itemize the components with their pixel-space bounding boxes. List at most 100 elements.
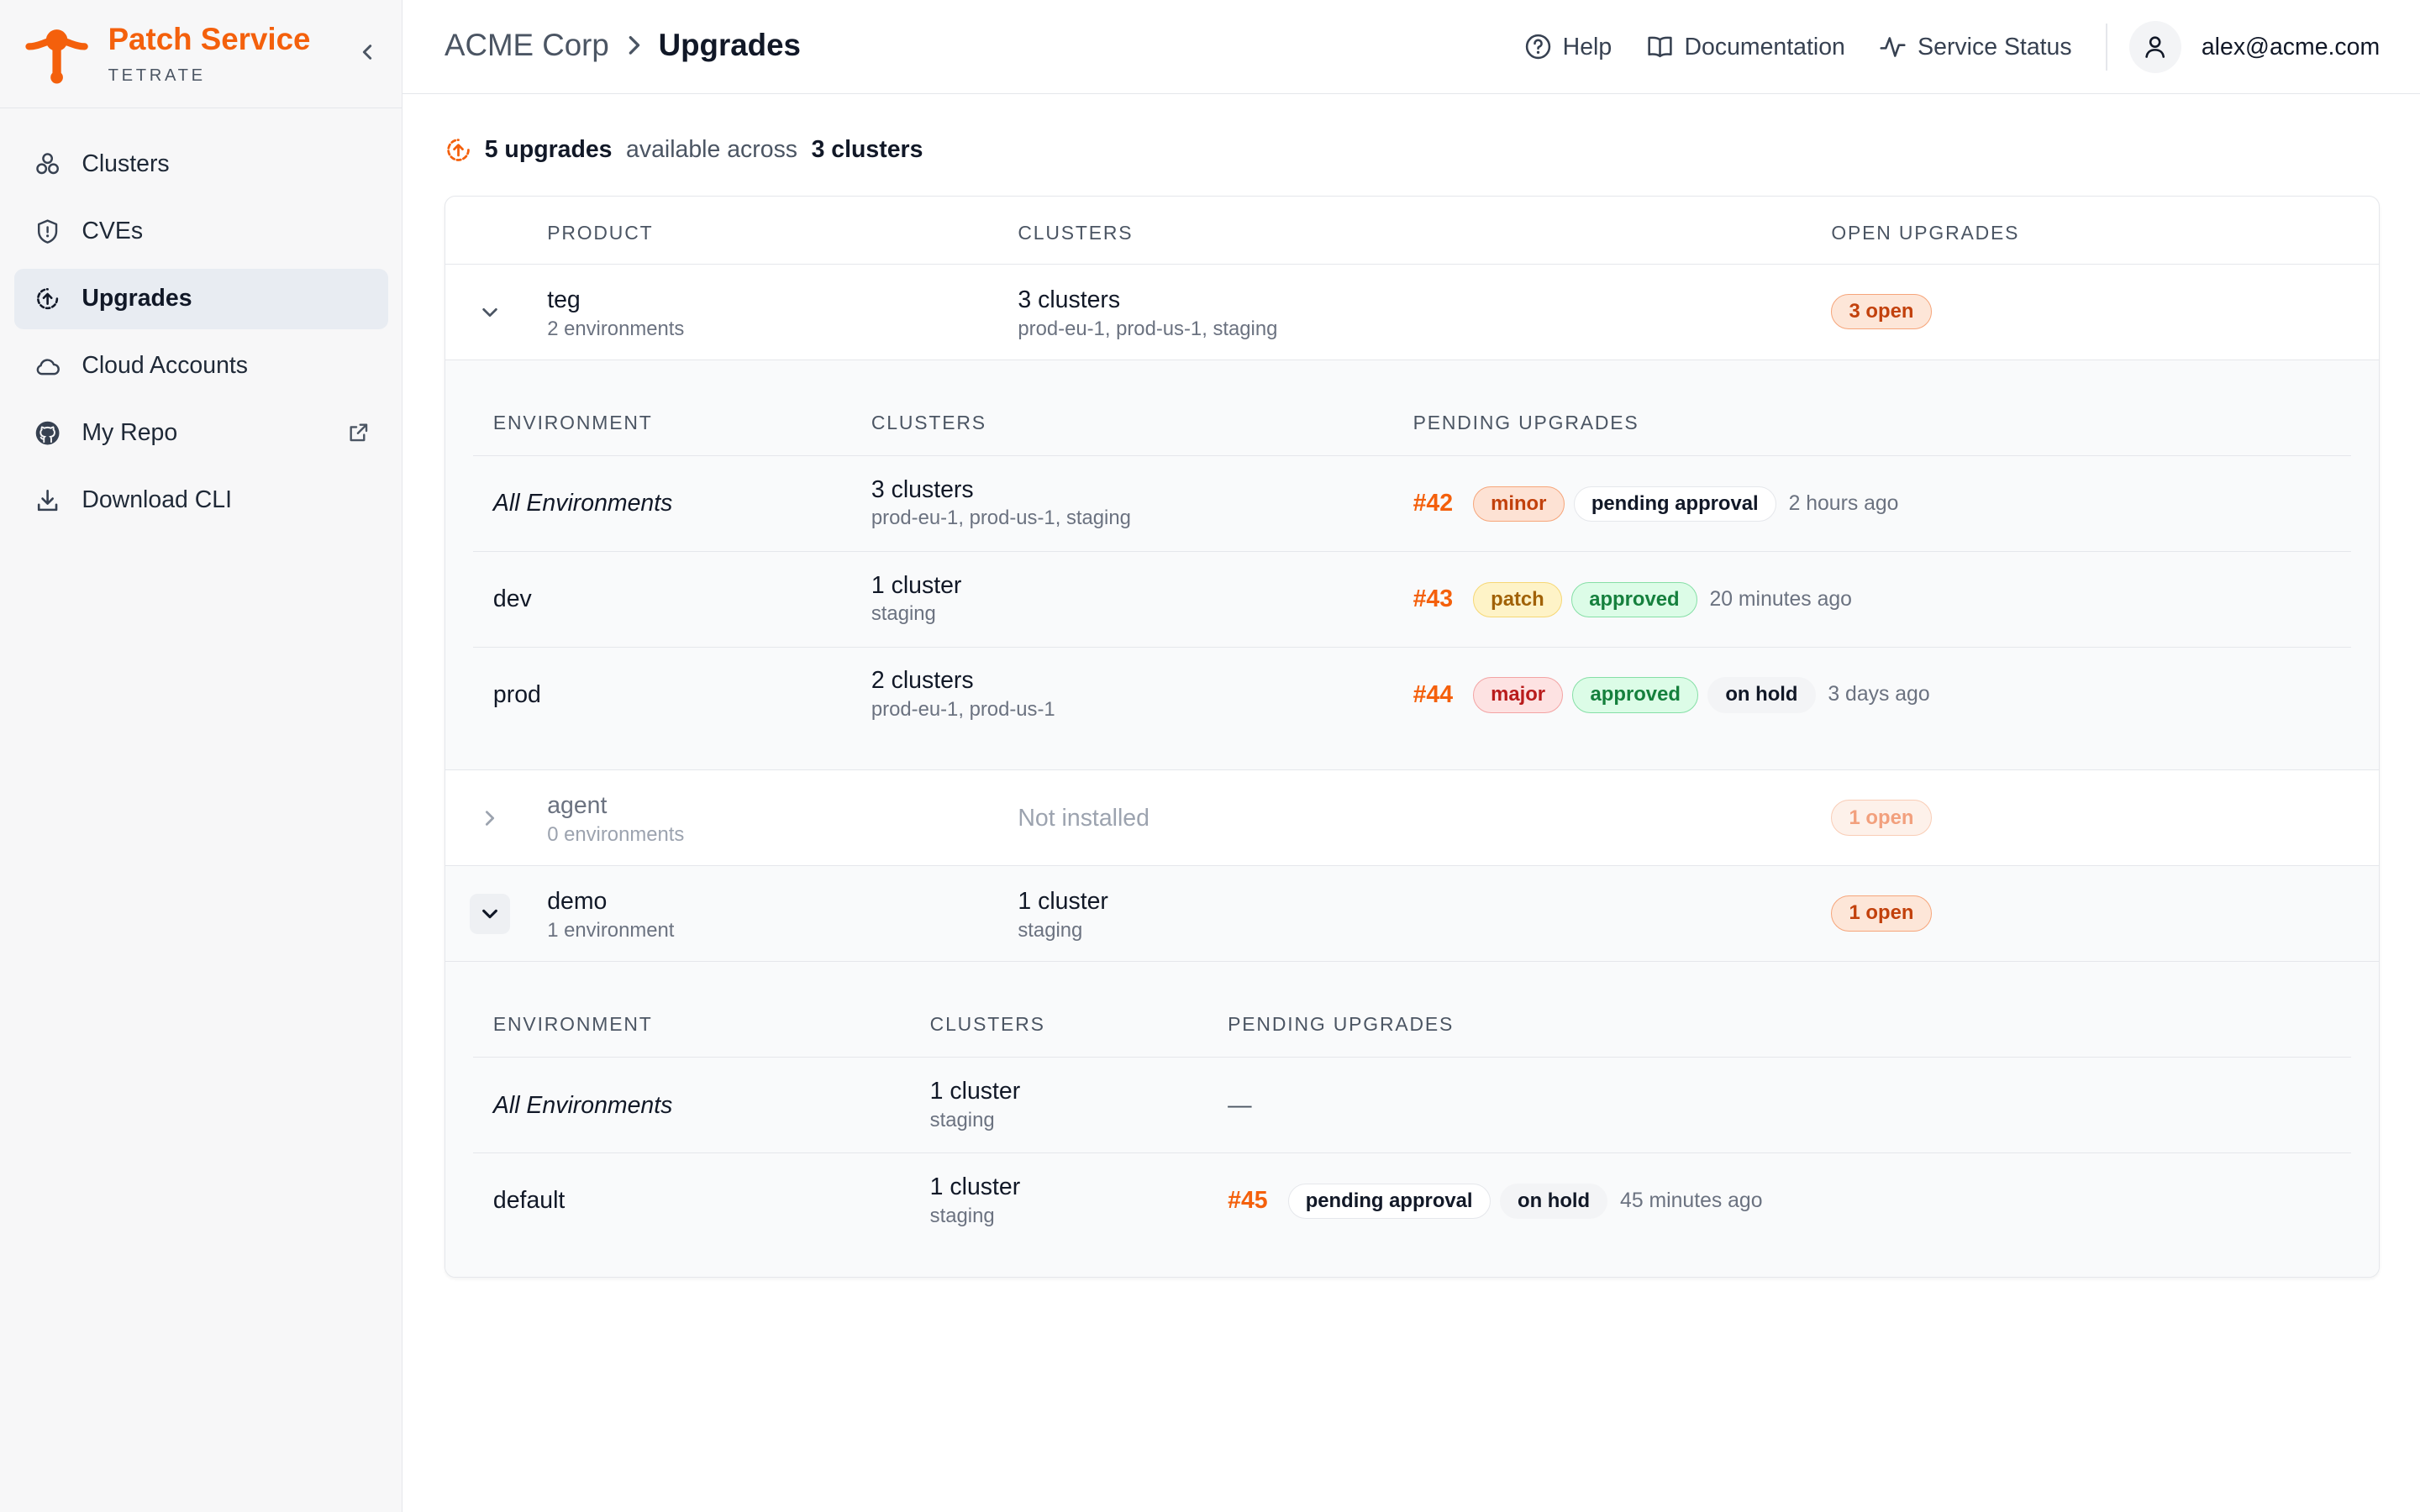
timestamp: 20 minutes ago — [1709, 587, 1852, 611]
service-status-label: Service Status — [1918, 33, 2072, 60]
environments-header: ENVIRONMENT CLUSTERS PENDING UPGRADES — [473, 962, 2352, 1058]
not-installed-label: Not installed — [1018, 804, 1150, 832]
environment-name: All Environments — [492, 1091, 673, 1119]
product-row-teg[interactable]: teg 2 environments 3 clusters prod-eu-1,… — [445, 265, 2380, 360]
upgrade-number-link[interactable]: #42 — [1413, 490, 1454, 517]
environment-row[interactable]: dev 1 cluster staging #43 patch approved… — [473, 552, 2352, 648]
environment-clusters: 3 clusters — [871, 475, 974, 503]
column-header-pending-upgrades: PENDING UPGRADES — [1228, 1012, 1455, 1035]
header-links: Help Documentation Service Status alex@a… — [1490, 0, 2380, 94]
status-badge: approved — [1572, 677, 1699, 713]
sidebar: Patch Service TETRATE Clusters CVEs Upgr… — [0, 0, 403, 1512]
upgrade-icon — [34, 285, 61, 312]
documentation-label: Documentation — [1684, 33, 1845, 60]
hold-badge: on hold — [1707, 677, 1816, 713]
environment-name: All Environments — [492, 490, 673, 517]
hold-badge: on hold — [1499, 1183, 1608, 1220]
environment-row[interactable]: default 1 cluster staging #45 pending ap… — [473, 1153, 2351, 1249]
column-header-environment: ENVIRONMENT — [492, 1012, 653, 1035]
clusters-icon — [34, 150, 61, 178]
upgrade-number-link[interactable]: #45 — [1228, 1187, 1268, 1215]
pending-upgrades: #43 patch approved 20 minutes ago — [1413, 581, 1852, 618]
environment-cluster-list: staging — [929, 1108, 995, 1131]
product-name: agent — [547, 792, 608, 820]
page-title: Upgrades — [658, 28, 801, 63]
environment-cluster-list: staging — [871, 602, 936, 626]
sidebar-item-label: Upgrades — [82, 285, 192, 312]
column-header-environment: ENVIRONMENT — [492, 411, 653, 433]
open-upgrades-badge: 1 open — [1831, 800, 1932, 836]
product-environments: 1 environment — [547, 918, 675, 942]
user-icon — [2145, 36, 2165, 59]
column-header-open-upgrades: OPEN UPGRADES — [1831, 221, 2020, 244]
environment-cluster-list: prod-eu-1, prod-us-1, staging — [871, 507, 1131, 530]
help-link[interactable]: Help — [1524, 33, 1612, 60]
sidebar-item-label: Cloud Accounts — [82, 352, 249, 380]
column-header-pending-upgrades: PENDING UPGRADES — [1413, 411, 1639, 433]
avatar[interactable] — [2128, 20, 2181, 74]
status-badge: pending approval — [1573, 486, 1776, 522]
product-row-agent[interactable]: agent 0 environments Not installed 1 ope… — [445, 771, 2380, 867]
help-label: Help — [1562, 33, 1612, 60]
external-link-icon — [350, 423, 368, 442]
sidebar-item-my-repo[interactable]: My Repo — [14, 403, 388, 464]
sidebar-item-clusters[interactable]: Clusters — [14, 134, 388, 195]
cloud-icon — [34, 352, 61, 380]
github-icon — [34, 419, 61, 447]
product-environments: 2 environments — [547, 317, 685, 340]
brand-title: Patch Service — [108, 21, 311, 56]
column-header-clusters: CLUSTERS — [871, 411, 986, 433]
environment-clusters: 2 clusters — [871, 667, 974, 695]
product-name: teg — [547, 286, 581, 313]
environment-name: dev — [492, 585, 532, 613]
upgrade-number-link[interactable]: #43 — [1413, 585, 1454, 613]
column-header-clusters: CLUSTERS — [1018, 221, 1134, 244]
pending-upgrades: #44 major approved on hold 3 days ago — [1413, 676, 1930, 713]
shield-icon — [34, 218, 61, 245]
clusters-count: 3 clusters — [811, 135, 923, 163]
activity-icon — [1880, 37, 1906, 58]
expand-toggle-button[interactable] — [470, 799, 510, 839]
product-row-demo[interactable]: demo 1 environment 1 cluster staging 1 o… — [445, 866, 2380, 963]
sidebar-item-cves[interactable]: CVEs — [14, 202, 388, 262]
product-clusters: 1 cluster — [1018, 888, 1108, 916]
environment-clusters: 1 cluster — [929, 1173, 1021, 1200]
sidebar-item-label: Clusters — [82, 150, 170, 178]
timestamp: 2 hours ago — [1788, 491, 1899, 515]
documentation-link[interactable]: Documentation — [1646, 33, 1845, 60]
upgrade-number-link[interactable]: #44 — [1413, 680, 1454, 708]
environment-row[interactable]: prod 2 clusters prod-eu-1, prod-us-1 #44… — [473, 648, 2351, 743]
severity-badge: patch — [1472, 581, 1562, 617]
pending-upgrades: #45 pending approval on hold 45 minutes … — [1228, 1183, 1762, 1220]
summary-middle-text: available across — [626, 135, 798, 163]
environment-row[interactable]: All Environments 3 clusters prod-eu-1, p… — [473, 456, 2352, 552]
service-status-link[interactable]: Service Status — [1879, 33, 2072, 60]
environments-header: ENVIRONMENT CLUSTERS PENDING UPGRADES — [473, 360, 2352, 456]
column-header-product: PRODUCT — [547, 221, 654, 244]
user-email[interactable]: alex@acme.com — [2201, 33, 2381, 60]
expand-toggle-button[interactable] — [470, 292, 510, 333]
open-upgrades-badge: 1 open — [1831, 895, 1932, 932]
no-pending-dash: — — [1228, 1091, 1252, 1119]
upgrades-summary: 5 upgrades available across 3 clusters — [445, 136, 923, 164]
collapse-sidebar-button[interactable] — [352, 37, 383, 68]
sidebar-item-cloud-accounts[interactable]: Cloud Accounts — [14, 336, 388, 396]
environments-panel-teg: ENVIRONMENT CLUSTERS PENDING UPGRADES Al… — [445, 360, 2380, 771]
severity-badge: minor — [1472, 486, 1565, 522]
product-cluster-list: staging — [1018, 918, 1083, 942]
sidebar-item-label: Download CLI — [82, 486, 233, 514]
brand-subtitle: TETRATE — [108, 66, 206, 85]
pending-upgrades: #42 minor pending approval 2 hours ago — [1413, 486, 1899, 522]
sidebar-item-download-cli[interactable]: Download CLI — [14, 470, 388, 531]
patch-service-logo-icon — [25, 29, 89, 84]
download-icon — [34, 486, 61, 514]
environment-cluster-list: prod-eu-1, prod-us-1 — [871, 698, 1055, 722]
environment-row[interactable]: All Environments 1 cluster staging — — [473, 1058, 2352, 1153]
timestamp: 45 minutes ago — [1620, 1189, 1763, 1212]
pending-upgrades: — — [1228, 1087, 1251, 1124]
expand-toggle-button[interactable] — [470, 894, 511, 935]
sidebar-item-upgrades[interactable]: Upgrades — [13, 268, 388, 329]
sidebar-item-label: My Repo — [82, 419, 178, 447]
upgrades-table: PRODUCT CLUSTERS OPEN UPGRADES teg 2 env… — [444, 196, 2381, 1278]
breadcrumb-org-link[interactable]: ACME Corp — [444, 28, 609, 63]
